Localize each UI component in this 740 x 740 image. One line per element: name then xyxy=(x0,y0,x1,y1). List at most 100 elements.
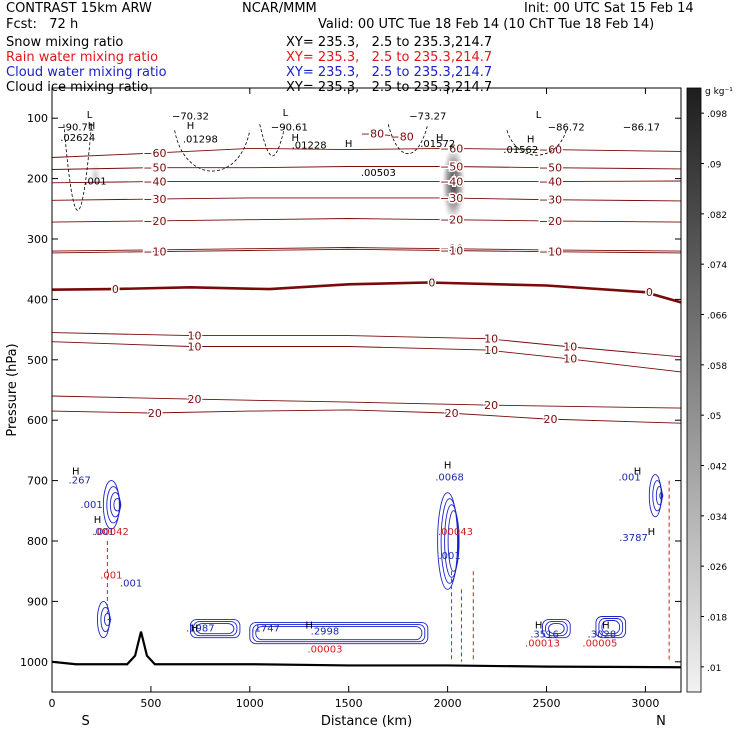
temperature-contour-label: 0 xyxy=(428,276,435,289)
temperature-contour-label: −10 xyxy=(539,246,562,259)
cloud-water-contour xyxy=(655,486,663,506)
cloud-water-contour xyxy=(548,623,565,635)
temperature-contour xyxy=(51,395,682,409)
cloud-water-contour xyxy=(601,620,621,635)
rain-value-label: .00013 xyxy=(525,639,560,650)
temperature-contour-label: −40 xyxy=(440,176,463,189)
field-cloud-water-name: Cloud water mixing ratio xyxy=(6,65,167,80)
high-marker: H xyxy=(436,133,444,144)
cloud-water-value-label: .1987 xyxy=(186,624,215,635)
high-marker: H xyxy=(187,121,195,132)
temperature-contour xyxy=(368,132,399,137)
forecast-hour: Fcst: 72 h xyxy=(6,17,79,32)
x-tick-label: 0 xyxy=(49,697,56,710)
colorbar-tick-label: .082 xyxy=(707,211,727,221)
temperature-contour-label: −30 xyxy=(143,193,166,206)
temperature-contour-label: 10 xyxy=(563,353,577,366)
cloud-water-contour xyxy=(106,486,121,524)
cloud-water-value-label: .3516 xyxy=(530,630,559,641)
colorbar-tick-label: .066 xyxy=(707,312,727,322)
cloud-water-contour xyxy=(437,492,459,590)
high-marker: H xyxy=(88,121,96,132)
temperature-contour-label: 20 xyxy=(484,399,498,412)
colorbar-ramp xyxy=(686,87,702,693)
temperature-contour-label: −60 xyxy=(143,147,166,160)
cloud-water-contour xyxy=(545,621,568,637)
field-rain-xy: XY= 235.3, 2.5 to 235.3,214.7 xyxy=(286,50,493,65)
snow-value-label: .02624 xyxy=(60,133,95,144)
cloud-water-contour xyxy=(447,510,460,572)
colorbar-tick-label: .026 xyxy=(707,563,727,573)
init-time: Init: 00 UTC Sat 15 Feb 14 xyxy=(524,1,694,16)
cloud-water-value-label: .3028 xyxy=(588,630,617,641)
low-marker: L xyxy=(283,108,289,119)
y-tick-label: 800 xyxy=(27,535,48,548)
snow-value-label: .01228 xyxy=(292,140,327,151)
field-cloud-water-xy: XY= 235.3, 2.5 to 235.3,214.7 xyxy=(286,65,493,80)
temperature-contour-label: −80 xyxy=(361,127,384,140)
temperature-contour-label: −50 xyxy=(440,161,463,174)
snow-contour xyxy=(174,130,251,172)
cloud-water-value-label: .001 xyxy=(438,551,460,562)
snow-value-label: −86.72 xyxy=(548,122,585,133)
snow-value-label: −90.61 xyxy=(271,122,308,133)
high-marker: H xyxy=(345,139,353,150)
temperature-contour-label: 20 xyxy=(543,413,557,426)
x-tick-label: 1500 xyxy=(335,697,363,710)
temperature-contour-label: 20 xyxy=(187,393,201,406)
rain-value-label: .001 xyxy=(100,570,122,581)
temperature-contour xyxy=(51,341,682,373)
temperature-contour xyxy=(51,332,682,358)
colorbar-tick-label: .01 xyxy=(707,664,721,674)
temperature-contour xyxy=(51,247,682,252)
x-tick-label: 1000 xyxy=(236,697,264,710)
temperature-contour-label: 20 xyxy=(445,407,459,420)
temperature-contour-label: 0 xyxy=(646,286,653,299)
cloud-water-contour xyxy=(193,621,238,637)
temperature-contour-label: −50 xyxy=(539,162,562,175)
temperature-contour-label: −10 xyxy=(440,244,463,257)
colorbar: g kg⁻¹ .01 .018 .026 .034 .042 .05 .058 .066 .074… xyxy=(686,87,733,693)
temperature-contour-label: −30 xyxy=(539,194,562,207)
cloud-water-contour xyxy=(652,480,663,512)
temperature-contour-label: 10 xyxy=(563,341,577,354)
temperature-contour-label: −10 xyxy=(143,244,166,257)
temperature-contour-label: −20 xyxy=(143,215,166,228)
snow-contour xyxy=(387,124,429,154)
temperature-contour-label: −50 xyxy=(143,162,166,175)
colorbar-tick-label: .042 xyxy=(707,463,727,473)
cloud-water-contour xyxy=(444,504,460,578)
colorbar-tick-label: .058 xyxy=(707,362,727,372)
plot-area: −80 −80−80−60 −60 −60−50 −50 −50−40 −40 −40−30−… xyxy=(51,108,682,669)
south-label: S xyxy=(81,714,89,729)
colorbar-unit: g kg⁻¹ xyxy=(705,87,733,97)
temperature-contour-label: 10 xyxy=(484,333,498,346)
cloud-water-value-label: .001 xyxy=(80,500,102,511)
temperature-contour-label: −40 xyxy=(143,176,166,189)
temperature-contour xyxy=(51,409,682,424)
cloud-water-value-label: .001 xyxy=(92,527,114,538)
cloud-water-contour xyxy=(440,498,459,584)
y-axis-title: Pressure (hPa) xyxy=(5,343,20,436)
temperature-contour-label: 10 xyxy=(187,330,201,343)
temperature-contour-label: −20 xyxy=(539,215,562,228)
snow-value-label: −90.71 xyxy=(57,122,94,133)
colorbar-tick-label: .018 xyxy=(707,614,727,624)
temperature-contour-label: −10 xyxy=(143,246,166,259)
cloud-water-contour xyxy=(109,492,121,518)
temperature-contour-label: 0 xyxy=(112,283,119,296)
snow-value-label: .01298 xyxy=(183,134,218,145)
temperature-contour xyxy=(51,248,682,254)
high-marker: H xyxy=(535,621,543,632)
cloud-water-value-label: .267 xyxy=(69,476,91,487)
high-marker: H xyxy=(72,467,80,478)
low-marker: L xyxy=(87,110,93,121)
temperature-contour-label: −60 xyxy=(440,142,463,155)
cloud-water-contour xyxy=(196,623,235,635)
colorbar-tick-label: .09 xyxy=(707,161,722,171)
cloud-water-contour xyxy=(252,624,426,643)
x-tick-label: 3000 xyxy=(631,697,659,710)
snow-value-label: .00503 xyxy=(361,168,396,179)
